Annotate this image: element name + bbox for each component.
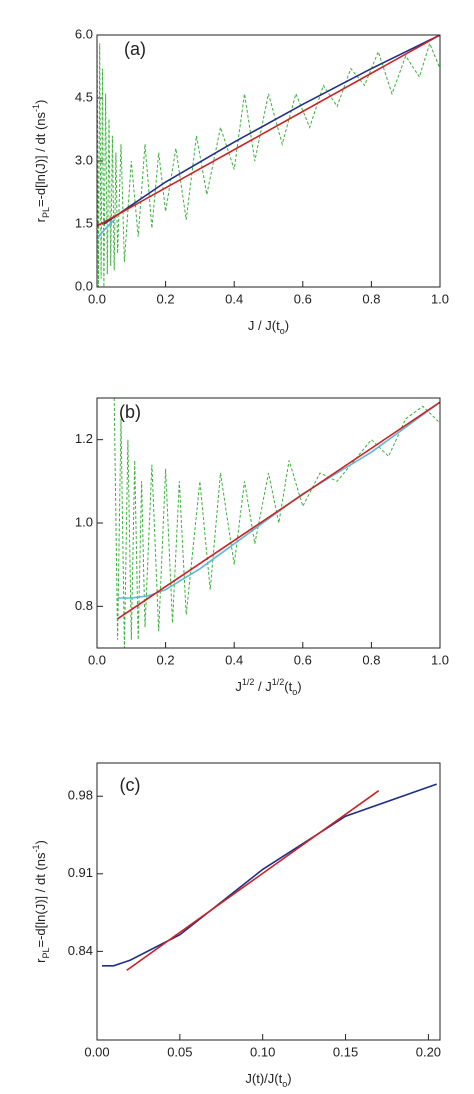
x-axis-label-part: / J — [254, 679, 271, 694]
plot-frame — [96, 34, 441, 288]
y-axis-label-part: -1 — [31, 844, 41, 852]
x-tick-label: 0.15 — [333, 1044, 358, 1059]
y-tick-label: 3.0 — [75, 152, 93, 167]
x-axis-label-part: 1/2 — [272, 677, 285, 687]
x-tick-label: 0.4 — [225, 291, 243, 306]
x-tick-label: 0.8 — [362, 291, 380, 306]
x-axis-label-part: o — [282, 1079, 287, 1089]
x-axis-label-part: (t — [284, 679, 292, 694]
y-axis-label-part: ) — [33, 840, 48, 844]
x-axis-label-part: J(t)/J(t — [245, 1071, 282, 1086]
y-axis-label-part: PL — [41, 948, 51, 959]
y-axis-label-part: -1 — [31, 104, 41, 112]
x-tick-label: 0.6 — [294, 652, 312, 667]
y-axis-label-part: ) — [33, 100, 48, 104]
series-line — [117, 401, 440, 599]
x-axis-label-part: J / J(t — [248, 318, 280, 333]
plot-frame — [96, 762, 441, 1041]
panel-label: (a) — [124, 39, 146, 59]
plot-frame — [96, 397, 441, 649]
x-tick-label: 0.0 — [88, 652, 106, 667]
y-tick-label: 0.8 — [75, 598, 93, 613]
x-axis-label-part: ) — [285, 318, 289, 333]
y-tick-label: 1.5 — [75, 215, 93, 230]
y-tick-label: 4.5 — [75, 89, 93, 104]
x-axis-label: J(t)/J(to) — [245, 1071, 291, 1089]
y-axis-label-part: =-d[ln(J)] / dt (ns — [33, 852, 48, 947]
y-tick-label: 0.98 — [68, 788, 93, 803]
y-axis-label: rPL=-d[ln(J)] / dt (ns-1) — [31, 100, 51, 223]
x-tick-label: 0.20 — [416, 1044, 441, 1059]
x-tick-label: 0.0 — [88, 291, 106, 306]
y-tick-label: 0.91 — [68, 865, 93, 880]
x-tick-label: 0.8 — [362, 652, 380, 667]
y-tick-label: 1.0 — [75, 514, 93, 529]
y-tick-label: 0.0 — [75, 278, 93, 293]
x-axis-label-part: ) — [287, 1071, 291, 1086]
series-line — [103, 35, 440, 225]
series-line — [97, 219, 115, 240]
x-axis-label-part: J — [235, 679, 242, 694]
x-tick-label: 1.0 — [431, 652, 449, 667]
x-axis-label-part: o — [292, 687, 297, 697]
y-tick-label: 6.0 — [75, 26, 93, 41]
y-axis-label-part: r — [33, 958, 48, 963]
x-tick-label: 0.2 — [157, 652, 175, 667]
series-line — [102, 783, 437, 967]
x-axis-label-part: ) — [297, 679, 301, 694]
series-line — [97, 35, 440, 227]
x-axis-label: J1/2 / J1/2(to) — [235, 677, 301, 697]
x-axis-label-part: o — [280, 326, 285, 336]
x-tick-label: 0.4 — [225, 652, 243, 667]
x-axis-label-part: 1/2 — [242, 677, 255, 687]
y-axis-label-part: PL — [41, 207, 51, 218]
x-axis-label: J / J(to) — [248, 318, 289, 336]
x-tick-label: 0.00 — [84, 1044, 109, 1059]
x-tick-label: 0.10 — [250, 1044, 275, 1059]
y-axis-label-part: =-d[ln(J)] / dt (ns — [33, 112, 48, 207]
x-tick-label: 0.6 — [294, 291, 312, 306]
x-tick-label: 1.0 — [431, 291, 449, 306]
y-tick-label: 0.84 — [68, 943, 93, 958]
series-line — [117, 401, 440, 620]
x-tick-label: 0.05 — [167, 1044, 192, 1059]
panel-label: (c) — [120, 775, 141, 795]
x-tick-label: 0.2 — [157, 291, 175, 306]
series-line — [97, 35, 440, 287]
panel-label: (b) — [119, 402, 141, 422]
y-tick-label: 1.2 — [75, 431, 93, 446]
y-axis-label: rPL=-d[ln(J)] / dt (ns-1) — [31, 840, 51, 963]
series-line — [126, 790, 380, 971]
y-axis-label-part: r — [33, 217, 48, 222]
